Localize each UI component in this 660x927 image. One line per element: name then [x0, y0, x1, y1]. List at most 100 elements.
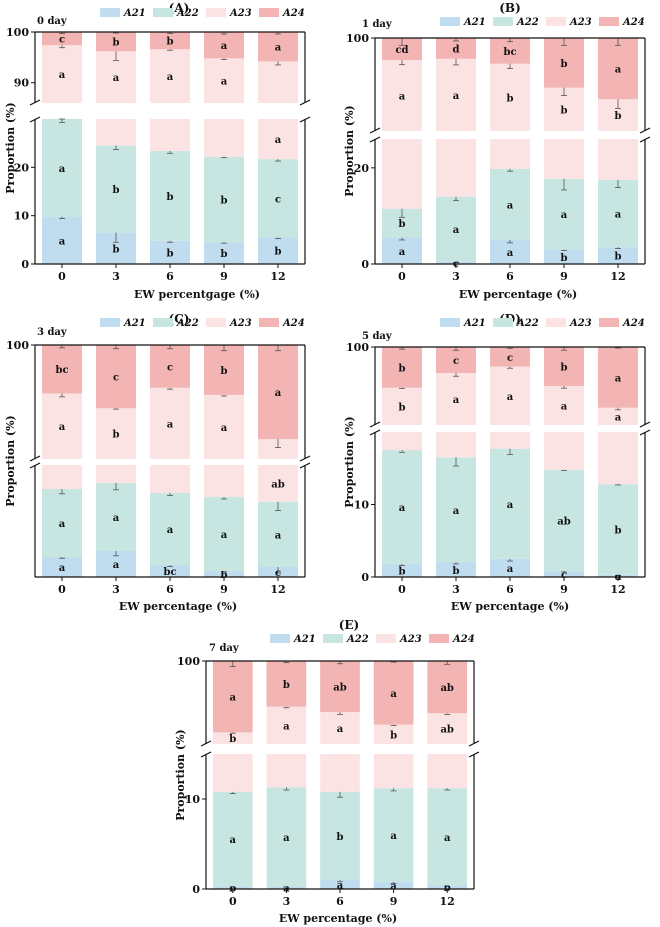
bar-a23-0 [382, 432, 422, 451]
day-label: 1 day [362, 19, 393, 30]
sig-letter-a21-12: c [275, 568, 281, 579]
error-bar-a22-0 [59, 118, 65, 123]
bar-a22-6 [150, 493, 190, 565]
bar-a24-9 [544, 347, 584, 386]
sig-letter-a23-9: a [561, 402, 568, 413]
sig-letter-a23-12: a [275, 135, 282, 146]
bar-a22-12 [598, 179, 638, 248]
bar-a24-3 [96, 345, 136, 409]
sig-letter-a23-3: b [113, 430, 120, 441]
sig-letter-a23-0: b [229, 734, 236, 745]
legend-label-a21: A21 [463, 17, 486, 28]
bar-a23-12 [258, 61, 298, 103]
x-tick-label: 0 [58, 270, 66, 283]
sig-letter-a21-12: b [615, 252, 622, 263]
y-tick-label: 20 [14, 161, 30, 174]
sig-letter-a24-12: ab [440, 683, 453, 694]
bar-a24-3 [436, 347, 476, 373]
bar-a23-0 [382, 60, 422, 131]
bar-a21-6 [490, 558, 530, 577]
sig-letter-a24-9: a [221, 41, 228, 52]
bar-a22-3 [436, 196, 476, 262]
sig-letter-a22-0: a [59, 519, 66, 530]
x-tick-label: 0 [398, 583, 406, 596]
x-tick-label: 9 [220, 583, 228, 596]
bar-a23-3 [436, 432, 476, 458]
legend: A21 A22 A23 A24 [440, 318, 645, 329]
bar-a23-3 [96, 119, 136, 146]
sig-letter-a24-12: a [275, 388, 282, 399]
legend-swatch-a24 [429, 634, 449, 643]
bar-a23-9 [544, 386, 584, 425]
axis-break-mark-left [29, 455, 41, 462]
bar-a23-0 [212, 732, 253, 744]
bar-a22-6 [490, 448, 530, 559]
legend-label-a22: A22 [516, 318, 539, 329]
sig-letter-a23-0: a [399, 92, 406, 103]
sig-letter-a23-9: a [221, 423, 228, 434]
sig-letter-a23-3: a [453, 395, 460, 406]
panel-a: (A) 0 day A21 A22 A23 A24 a a a c 0 b b a b 3 b b a b 6 b b a a 9… [4, 1, 311, 301]
bar-a22-9 [204, 497, 244, 571]
x-tick-label: 12 [610, 270, 625, 283]
sig-letter-a24-3: c [113, 373, 119, 384]
bar-a23-3 [436, 373, 476, 425]
bar-a23-0 [42, 393, 82, 459]
axis-break-mark-right [299, 455, 311, 462]
x-axis-label: EW percentage (%) [459, 288, 577, 301]
sig-letter-a22-9: b [221, 195, 228, 206]
bar-a23-9 [544, 432, 584, 470]
day-label: 5 day [362, 331, 393, 342]
sig-letter-a22-12: c [275, 194, 281, 205]
sig-letter-a22-12: a [444, 833, 451, 844]
sig-letter-a21-6: b [167, 248, 174, 259]
legend-swatch-a23 [546, 318, 566, 327]
day-label: 7 day [209, 643, 240, 654]
bar-a24-12 [258, 32, 298, 62]
bar-a24-0 [382, 38, 422, 61]
legend-label-a23: A23 [399, 634, 422, 645]
sig-letter-a21-6: bc [163, 567, 176, 578]
x-tick-label: 9 [560, 270, 568, 283]
y-axis-label: Proportion (%) [343, 105, 356, 197]
sig-letter-a23-6: a [167, 72, 174, 83]
sig-letter-a21-9: c [561, 570, 567, 581]
day-label: 3 day [37, 327, 68, 338]
bar-a24-3 [436, 38, 476, 59]
legend-swatch-a21 [100, 318, 120, 327]
legend: A21 A22 A23 A24 [100, 318, 305, 329]
sig-letter-a22-12: a [615, 210, 622, 221]
panel-d: (D)5 dayA21A22A23A24babb0baac3aaac6cabab… [343, 312, 651, 613]
legend: A21 A22 A23 A24 [440, 17, 645, 28]
bar-a22-9 [544, 178, 584, 250]
axis-break-mark-left [369, 127, 381, 134]
sig-letter-a22-0: a [59, 164, 66, 175]
sig-letter-a23-12: ab [440, 725, 453, 736]
bar-a22-12 [598, 484, 638, 575]
sig-letter-a24-0: cd [395, 45, 408, 56]
bar-a24-12 [598, 38, 638, 100]
bar-a23-0 [42, 45, 82, 103]
bar-a23-6 [490, 432, 530, 449]
axis-break-mark-right [299, 462, 311, 469]
y-tick-label: 0 [192, 883, 200, 896]
sig-letter-a22-0: b [399, 219, 406, 230]
bar-a23-6 [490, 366, 530, 425]
axis-break-mark-right [299, 116, 311, 123]
bar-a21-0 [42, 216, 82, 264]
sig-letter-a21-9: a [390, 881, 397, 892]
bar-a24-0 [212, 661, 253, 733]
sig-letter-a24-9: b [561, 59, 568, 70]
x-tick-label: 9 [560, 583, 568, 596]
sig-letter-a21-9: b [221, 249, 228, 260]
sig-letter-a22-3: a [113, 513, 120, 524]
bar-a24-0 [42, 32, 82, 46]
x-tick-label: 6 [166, 583, 174, 596]
sig-letter-a24-6: c [167, 362, 173, 373]
bar-a24-12 [258, 345, 298, 440]
bar-a23-9 [373, 724, 414, 744]
sig-letter-a21-6: a [507, 564, 514, 575]
sig-letter-a24-12: a [615, 65, 622, 76]
sig-letter-a21-3: a [113, 560, 120, 571]
y-axis-label: Proportion (%) [4, 415, 17, 507]
